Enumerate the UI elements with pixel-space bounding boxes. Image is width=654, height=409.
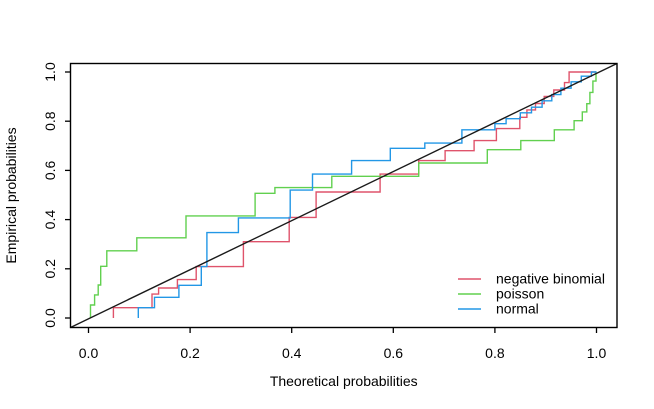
x-axis-title: Theoretical probabilities: [270, 373, 418, 389]
x-tick-label: 0.2: [180, 345, 200, 361]
y-tick-label: 0.0: [42, 308, 58, 328]
x-tick-label: 1.0: [587, 345, 607, 361]
identity-line: [70, 62, 618, 329]
y-tick-label: 0.4: [42, 210, 58, 230]
y-tick-label: 0.6: [42, 160, 58, 180]
y-axis-title: Empirical probabilities: [3, 127, 19, 263]
y-tick-label: 0.8: [42, 111, 58, 131]
x-tick-label: 0.8: [485, 345, 505, 361]
plot-box: [69, 62, 618, 329]
legend-label-negative-binomial: negative binomial: [496, 271, 605, 287]
y-tick-label: 0.2: [42, 259, 58, 279]
series-poisson: [89, 71, 597, 318]
ticks-layer: 0.0 0.2 0.4 0.6 0.8 1.0 0.0 0.2 0.4 0.6 0.8 1.0: [42, 62, 606, 361]
x-tick-label: 0.0: [79, 345, 99, 361]
legend-label-poisson: poisson: [496, 286, 544, 302]
legend-label-normal: normal: [496, 301, 539, 317]
x-tick-label: 0.4: [282, 345, 302, 361]
y-tick-label: 1.0: [42, 62, 58, 82]
x-tick-label: 0.6: [384, 345, 404, 361]
